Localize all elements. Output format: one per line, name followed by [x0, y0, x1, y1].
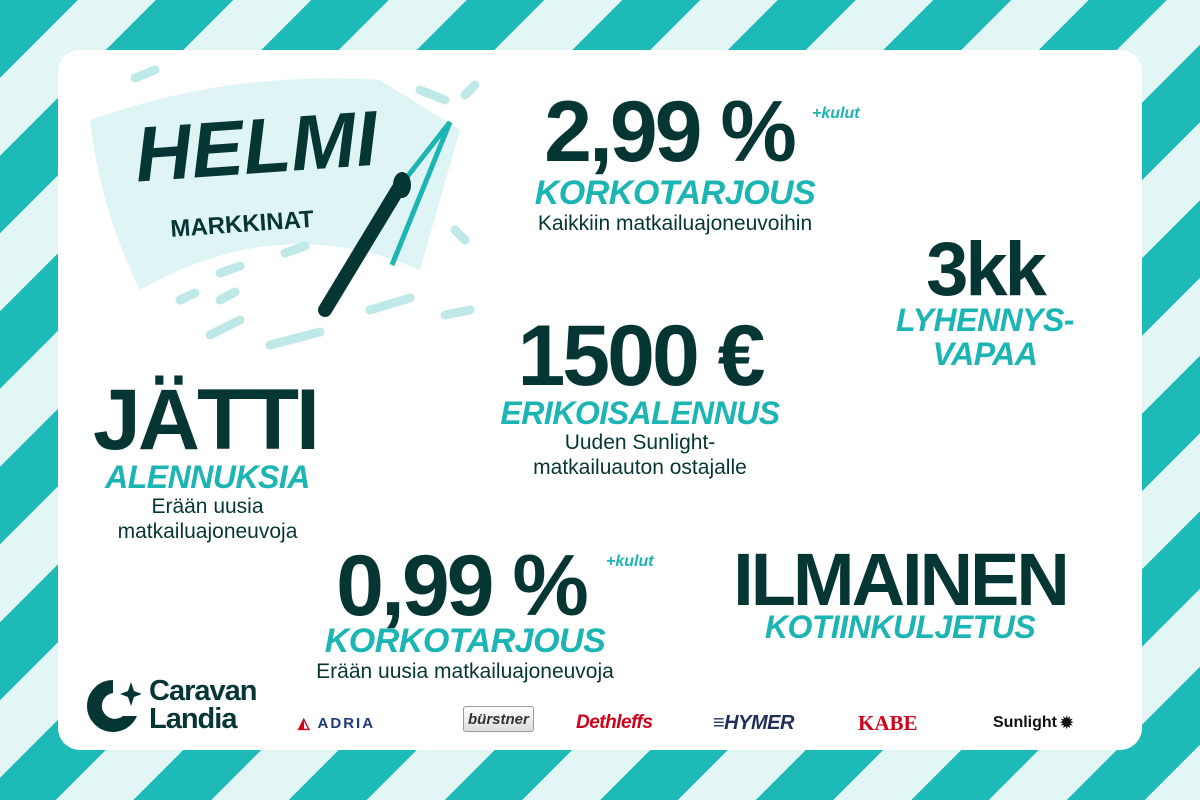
company-line2: Landia: [149, 703, 237, 735]
offer1-value: 2,99 %: [544, 84, 797, 180]
brand-adria-text: ADRIA: [317, 714, 376, 732]
offer1-label: KORKOTARJOUS: [534, 174, 816, 212]
offer5-suffix: +kulut: [606, 553, 654, 570]
company-line1: Caravan: [149, 674, 257, 707]
helmi-title: HELMI: [132, 94, 382, 199]
sun-icon: ✹: [1059, 715, 1074, 732]
hymer-lines-icon: ≡: [713, 711, 725, 734]
caravanlandia-logo: Caravan Landia: [85, 674, 257, 735]
offer5-value: 0,99 %: [336, 538, 589, 634]
offer4-value: JÄTTI: [93, 372, 320, 468]
adria-mark-icon: ◭: [298, 715, 312, 732]
brand-sunlight-text: Sunlight: [993, 714, 1057, 731]
offer1-desc: Kaikkiin matkailuajoneuvoihin: [537, 212, 813, 235]
offer1-suffix: +kulut: [812, 105, 860, 122]
pencil-compass-icon: [318, 120, 453, 317]
offer6-value: ILMAINEN: [733, 538, 1070, 621]
offer3-label: ERIKOISALENNUS: [500, 395, 780, 431]
offer3-desc1: Uuden Sunlight-: [564, 431, 716, 454]
brand-hymer: ≡ HYMER: [713, 710, 794, 736]
brand-kabe: KABE: [858, 710, 918, 735]
offer3-value: 1500 €: [517, 308, 765, 404]
offer3-desc2: matkailuauton ostajalle: [533, 456, 747, 479]
offer2-value: 3kk: [926, 227, 1047, 312]
offer2-label2: VAPAA: [932, 336, 1038, 372]
helmi-markkinat-logo: HELMI MARKKINAT: [90, 65, 480, 350]
brand-sunlight: Sunlight ✹: [993, 710, 1073, 736]
offer4-desc1: Erään uusia: [151, 495, 264, 518]
offer4-desc2: matkailuajoneuvoja: [117, 520, 298, 543]
brand-dethleffs: Dethleffs: [576, 712, 653, 733]
brand-hymer-text: HYMER: [724, 711, 794, 734]
brand-adria: ◭ ADRIA: [298, 710, 375, 736]
offer6-label: KOTIINKULJETUS: [764, 609, 1036, 645]
offer2-label1: LYHENNYS-: [895, 302, 1075, 338]
brand-burstner: bürstner: [463, 706, 534, 732]
offer5-label: KORKOTARJOUS: [324, 622, 606, 660]
caravanlandia-mark-icon: [87, 680, 141, 732]
offer4-label: ALENNUKSIA: [105, 459, 310, 495]
offer5-desc: Erään uusia matkailuajoneuvoja: [316, 660, 614, 683]
